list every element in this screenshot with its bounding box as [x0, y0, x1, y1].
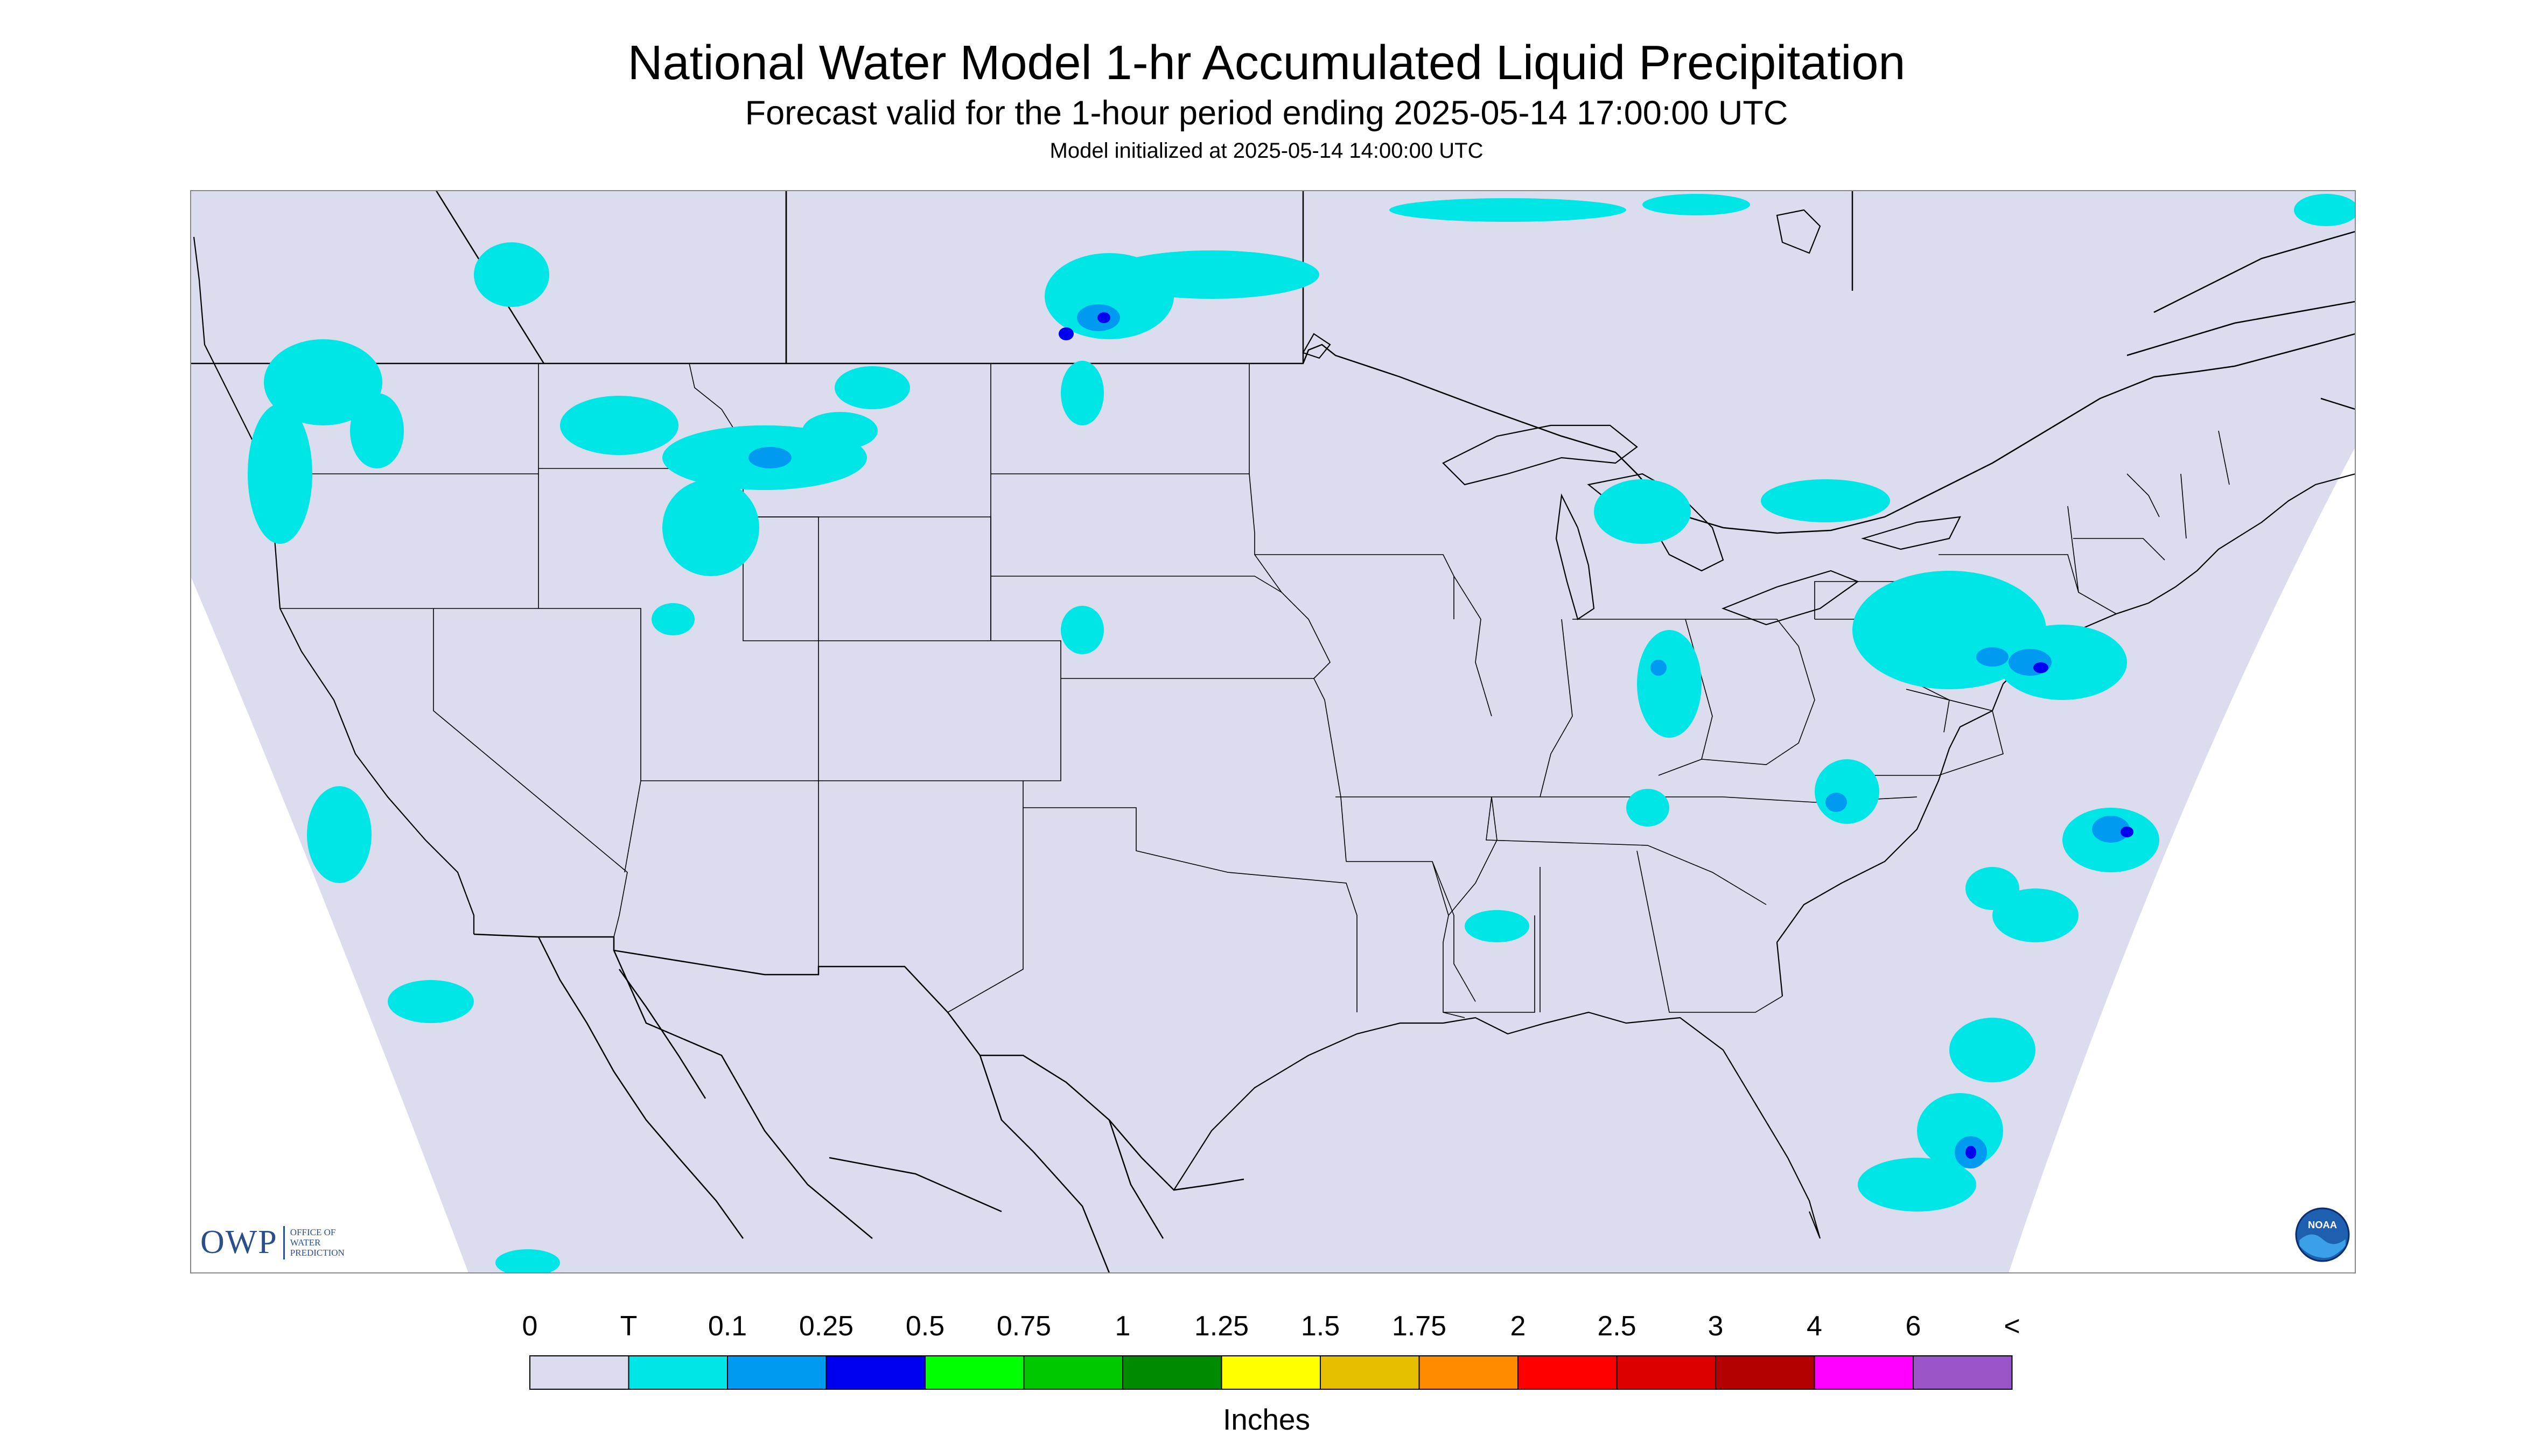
- legend-label-15: <: [2004, 1311, 2020, 1342]
- legend-label-7: 1.25: [1194, 1311, 1249, 1342]
- legend-label-3: 0.25: [799, 1311, 853, 1342]
- legend-label-6: 1: [1115, 1311, 1131, 1342]
- legend-label-14: 6: [1906, 1311, 1921, 1342]
- legend-label-9: 1.75: [1392, 1311, 1446, 1342]
- legend-swatch-3: [827, 1356, 926, 1389]
- legend-swatch-13: [1815, 1356, 1914, 1389]
- legend-label-11: 2.5: [1597, 1311, 1636, 1342]
- legend-swatch-14: [1913, 1356, 2012, 1389]
- legend-label-12: 3: [1708, 1311, 1724, 1342]
- legend-label-5: 0.75: [997, 1311, 1051, 1342]
- legend-label-1: T: [620, 1311, 638, 1342]
- legend-label-10: 2: [1510, 1311, 1526, 1342]
- legend-swatch-1: [629, 1356, 728, 1389]
- legend-swatch-2: [727, 1356, 827, 1389]
- legend-swatch-7: [1222, 1356, 1321, 1389]
- legend-label-8: 1.5: [1301, 1311, 1340, 1342]
- legend-swatch-9: [1419, 1356, 1519, 1389]
- legend-swatch-11: [1617, 1356, 1716, 1389]
- legend-label-4: 0.5: [906, 1311, 944, 1342]
- legend-swatch-0: [530, 1356, 629, 1389]
- legend-swatch-5: [1024, 1356, 1123, 1389]
- legend-swatch-12: [1716, 1356, 1815, 1389]
- legend-swatch-6: [1123, 1356, 1222, 1389]
- legend-swatch-10: [1518, 1356, 1617, 1389]
- legend-label-2: 0.1: [708, 1311, 747, 1342]
- legend-swatch-8: [1320, 1356, 1419, 1389]
- legend-swatch-4: [925, 1356, 1024, 1389]
- legend-label-0: 0: [522, 1311, 538, 1342]
- legend-units: Inches: [0, 1402, 2533, 1437]
- legend-label-13: 4: [1807, 1311, 1822, 1342]
